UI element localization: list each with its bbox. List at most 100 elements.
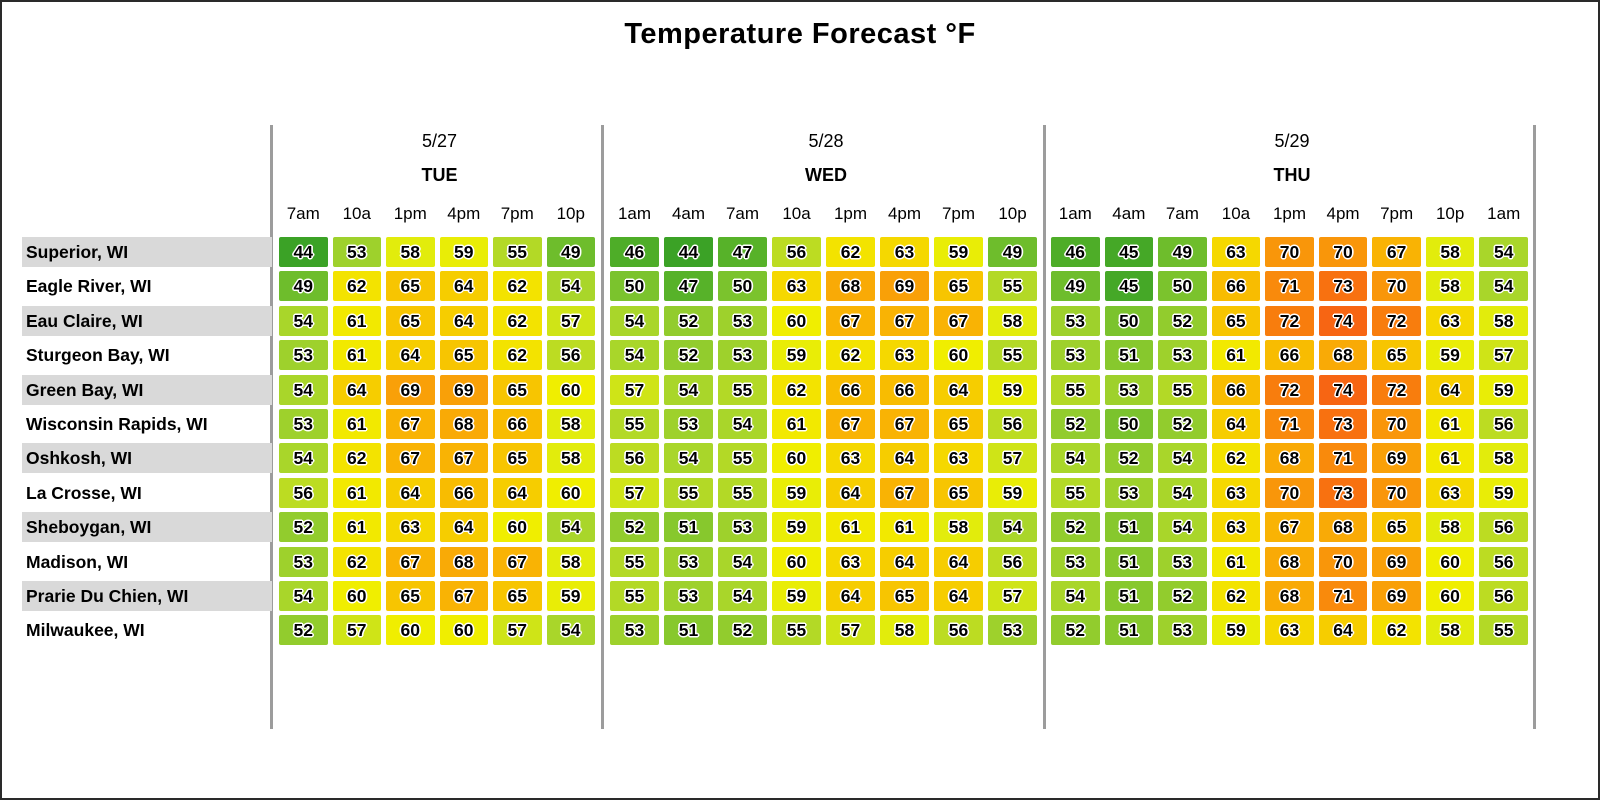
temp-cell: 67	[1372, 237, 1421, 267]
temp-cell: 67	[1265, 512, 1314, 543]
temp-cell: 54	[718, 409, 767, 439]
temp-cell: 61	[880, 512, 929, 543]
temp-cell: 52	[1158, 305, 1207, 336]
temp-cell: 60	[772, 305, 821, 336]
temp-cell: 62	[332, 271, 381, 302]
temp-cell: 66	[1211, 374, 1261, 405]
temp-cell: 64	[880, 443, 929, 474]
temp-cell: 64	[493, 477, 542, 508]
temp-cell: 71	[1265, 271, 1314, 302]
temp-cell: 58	[880, 615, 929, 646]
city-label: Sturgeon Bay, WI	[26, 345, 170, 366]
temp-cell: 51	[1104, 546, 1154, 577]
temp-cell: 52	[279, 615, 328, 646]
temp-cell: 58	[1425, 512, 1475, 543]
temp-cell: 64	[934, 546, 983, 577]
temp-cell: 63	[1211, 512, 1261, 543]
time-label: 7am	[286, 204, 320, 223]
temp-cell: 53	[332, 237, 381, 267]
temp-cell: 61	[1211, 340, 1261, 371]
temp-cell: 56	[1479, 409, 1528, 439]
temp-cell: 56	[610, 443, 659, 474]
temp-cell: 64	[386, 477, 435, 508]
temp-cell: 67	[386, 443, 435, 474]
temp-cell: 62	[826, 340, 875, 371]
temp-cell: 46	[1051, 237, 1100, 267]
temp-cell: 59	[439, 237, 488, 267]
temp-cell: 54	[279, 305, 328, 336]
temp-cell: 59	[1211, 615, 1261, 646]
time-label: 1am	[1058, 204, 1092, 223]
temp-cell: 50	[1158, 271, 1207, 302]
temp-cell: 69	[386, 374, 435, 405]
temp-cell: 58	[1479, 305, 1528, 336]
temp-cell: 47	[664, 271, 713, 302]
time-label: 7pm	[941, 204, 976, 223]
temp-cell: 66	[439, 477, 488, 508]
time-label: 4pm	[1326, 204, 1360, 223]
temp-cell: 51	[664, 615, 713, 646]
time-label: 10p	[1435, 204, 1465, 223]
temp-cell: 54	[718, 546, 767, 577]
temp-cell: 71	[1318, 581, 1368, 611]
temp-cell: 63	[934, 443, 983, 474]
temp-cell: 51	[1104, 512, 1154, 543]
temp-cell: 53	[664, 581, 713, 611]
temp-cell: 70	[1265, 237, 1314, 267]
temp-cell: 63	[880, 340, 929, 371]
temp-cell: 57	[826, 615, 875, 646]
temp-cell: 53	[1104, 477, 1154, 508]
temp-cell: 61	[772, 409, 821, 439]
temp-cell: 62	[1211, 581, 1261, 611]
temp-cell: 49	[988, 237, 1037, 267]
temp-cell: 55	[988, 271, 1037, 302]
city-label: Madison, WI	[26, 551, 129, 572]
temp-cell: 63	[1425, 477, 1475, 508]
temp-cell: 52	[1158, 581, 1207, 611]
temp-cell: 53	[988, 615, 1037, 646]
temp-cell: 64	[439, 271, 488, 302]
temp-cell: 53	[1051, 546, 1100, 577]
temp-cell: 68	[826, 271, 875, 302]
temp-cell: 68	[1265, 443, 1314, 474]
temp-cell: 54	[1158, 443, 1207, 474]
temp-cell: 67	[386, 546, 435, 577]
temp-cell: 63	[826, 443, 875, 474]
temp-cell: 56	[1479, 512, 1528, 543]
temp-cell: 65	[934, 409, 983, 439]
temp-cell: 64	[439, 305, 488, 336]
temp-cell: 67	[439, 581, 488, 611]
city-label: Prarie Du Chien, WI	[22, 581, 272, 611]
temp-cell: 62	[493, 305, 542, 336]
temp-cell: 65	[386, 271, 435, 302]
temp-cell: 67	[493, 546, 542, 577]
temp-cell: 50	[1104, 305, 1154, 336]
time-label: 4am	[1112, 204, 1146, 223]
temp-cell: 49	[1158, 237, 1207, 267]
temp-cell: 66	[880, 374, 929, 405]
time-label: 1pm	[833, 204, 868, 223]
temp-cell: 45	[1104, 237, 1154, 267]
temp-cell: 67	[439, 443, 488, 474]
temp-cell: 68	[1265, 546, 1314, 577]
temp-cell: 70	[1372, 271, 1421, 302]
temp-cell: 72	[1265, 374, 1314, 405]
temp-cell: 44	[664, 237, 713, 267]
temp-cell: 62	[772, 374, 821, 405]
temp-cell: 65	[493, 581, 542, 611]
temp-cell: 64	[1211, 409, 1261, 439]
temp-cell: 65	[386, 581, 435, 611]
temp-cell: 52	[1051, 512, 1100, 543]
temp-cell: 64	[826, 477, 875, 508]
temp-cell: 66	[826, 374, 875, 405]
temp-cell: 62	[826, 237, 875, 267]
temp-cell: 64	[880, 546, 929, 577]
temp-cell: 68	[439, 409, 488, 439]
temp-cell: 60	[1425, 581, 1475, 611]
temp-cell: 56	[1479, 581, 1528, 611]
time-label: 10a	[782, 204, 811, 223]
temp-cell: 72	[1265, 305, 1314, 336]
temp-cell: 70	[1318, 237, 1368, 267]
temp-cell: 67	[880, 477, 929, 508]
day-label: WED	[805, 165, 847, 185]
